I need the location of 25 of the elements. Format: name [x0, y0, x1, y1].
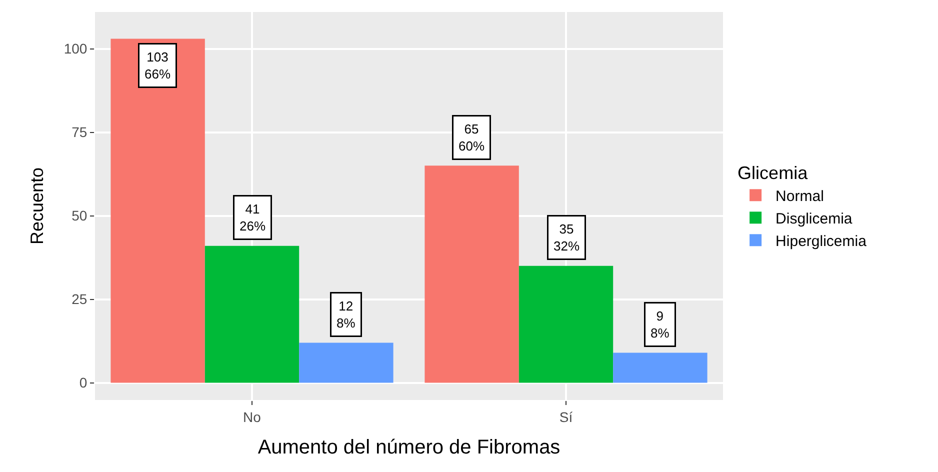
y-axis-title: Recuento — [27, 167, 48, 245]
bar — [299, 342, 394, 383]
legend-title: Glicemia — [738, 162, 809, 183]
y-tick-label: 0 — [79, 374, 88, 391]
y-tick-label: 25 — [72, 291, 88, 308]
bar — [110, 38, 205, 383]
y-tick-label: 50 — [72, 208, 88, 224]
bar — [424, 166, 519, 383]
data-label: 41 26% — [240, 202, 266, 234]
bar — [204, 246, 300, 383]
legend-label: Hiperglicemia — [776, 233, 868, 250]
y-tick-label: 100 — [64, 40, 88, 57]
data-label: 12 8% — [336, 298, 356, 330]
legend-label: Disglicemia — [776, 210, 853, 228]
bar — [518, 266, 614, 383]
y-tick-label: 75 — [72, 124, 88, 140]
x-tick-label: Sí — [559, 408, 573, 425]
data-label: 103 66% — [144, 50, 171, 82]
data-label: 9 8% — [650, 308, 670, 340]
legend-label: Normal — [776, 188, 824, 205]
bar — [613, 352, 708, 383]
x-tick-label: No — [243, 408, 262, 425]
data-label: 35 32% — [554, 222, 580, 254]
data-label: 65 60% — [458, 122, 485, 154]
x-axis-title: Aumento del número de Fibromas — [258, 436, 560, 458]
